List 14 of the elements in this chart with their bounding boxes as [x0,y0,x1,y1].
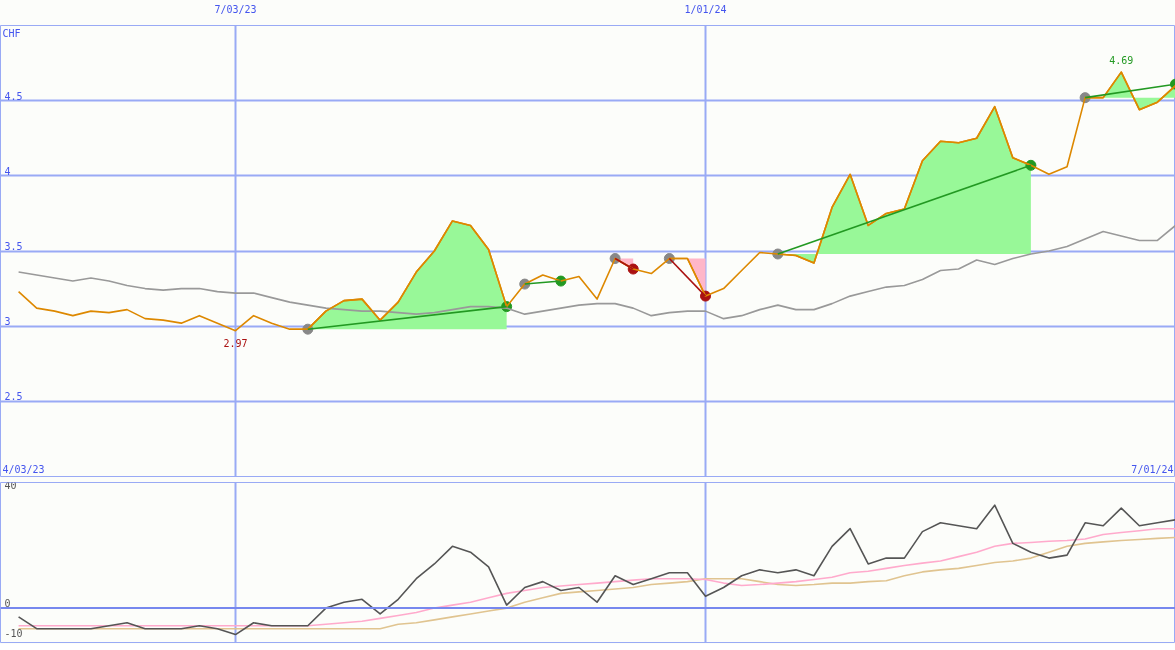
x-tick-label: 1/01/24 [684,3,727,15]
y-tick-label: 2.5 [4,391,23,403]
x-tick-label: 7/03/23 [214,3,257,15]
y-tick-label: 4.5 [4,90,23,102]
annotation: 2.97 [223,337,248,349]
y-tick-label: 4 [4,165,11,177]
y-tick-label: 0 [4,598,11,610]
y-tick-label: 3 [4,316,11,328]
y-axis-title: CHF [2,27,21,39]
annotation: 4/03/23 [2,463,45,475]
y-tick-label: -10 [4,627,23,639]
y-tick-label: 3.5 [4,241,23,252]
annotation: 4.69 [1109,55,1134,67]
annotation: 7/01/24 [1131,463,1174,475]
